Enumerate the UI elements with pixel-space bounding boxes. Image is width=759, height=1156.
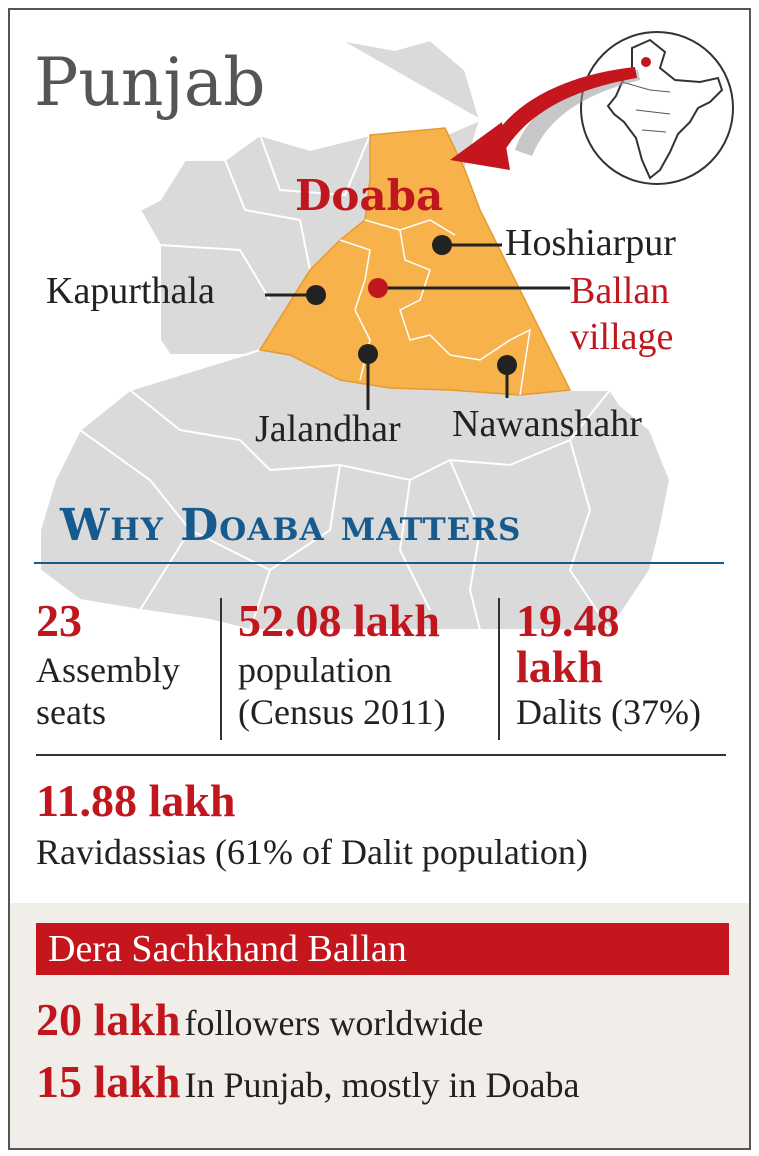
india-inset [580, 31, 734, 185]
stats-divider-1 [220, 598, 222, 740]
ravidassia-number: 11.88 lakh [36, 775, 236, 826]
dera-punjab-text: In Punjab, mostly in Doaba [184, 1065, 580, 1105]
dera-punjab-number: 15 lakh [36, 1056, 181, 1107]
population-label-line2: (Census 2011) [238, 692, 446, 732]
doaba-region-label: Doaba [295, 171, 444, 220]
kapurthala-label: Kapurthala [46, 270, 215, 312]
dera-followers-number: 20 lakh [36, 994, 181, 1045]
ravidassia-label: Ravidassias (61% of Dalit population) [36, 832, 588, 872]
page-title: Punjab [34, 44, 266, 121]
dera-followers-text: followers worldwide [184, 1003, 484, 1043]
doaba-region [258, 127, 572, 396]
ballan-village-marker [368, 278, 388, 298]
dalit-label: Dalits (37%) [516, 692, 701, 732]
section-heading: Why Doaba matters [60, 500, 521, 551]
india-outline [606, 38, 724, 180]
nawanshahr-marker [497, 355, 517, 375]
dera-followers-line: 20 lakh followers worldwide [36, 993, 483, 1046]
stats-bottom-divider [36, 754, 726, 756]
dera-punjab-line: 15 lakh In Punjab, mostly in Doaba [36, 1055, 579, 1108]
stats-divider-2 [498, 598, 500, 740]
dalit-number-line2: lakh [516, 641, 603, 692]
dera-section: Dera Sachkhand Ballan 20 lakh followers … [10, 903, 749, 1148]
pointer-arrow [450, 67, 640, 170]
heading-divider [34, 562, 724, 564]
nawanshahr-label: Nawanshahr [452, 403, 642, 445]
ballan-village-label-line1: Ballan [570, 270, 670, 312]
jalandhar-label: Jalandhar [255, 408, 401, 450]
punjab-location-dot [641, 57, 651, 67]
dalit-number-line1: 19.48 [516, 595, 620, 646]
kapurthala-marker [306, 285, 326, 305]
jalandhar-marker [358, 344, 378, 364]
punjab-map: Punjab Doaba Hoshiarpur Kapurthala Balla… [10, 10, 749, 630]
population-label-line1: population [238, 650, 392, 690]
map-graphic [39, 31, 734, 630]
infographic-frame: Punjab Doaba Hoshiarpur Kapurthala Balla… [8, 8, 751, 1150]
seats-label-line2: seats [36, 692, 106, 732]
population-number: 52.08 lakh [238, 595, 440, 646]
dera-heading: Dera Sachkhand Ballan [36, 923, 729, 975]
seats-label-line1: Assembly [36, 650, 180, 690]
ballan-village-label-line2: village [570, 316, 674, 358]
hoshiarpur-marker [432, 235, 452, 255]
district-boundaries [79, 134, 611, 630]
hoshiarpur-label: Hoshiarpur [505, 222, 676, 264]
section-heading-text: Why Doaba matters [60, 500, 522, 551]
seats-number: 23 [36, 595, 82, 646]
